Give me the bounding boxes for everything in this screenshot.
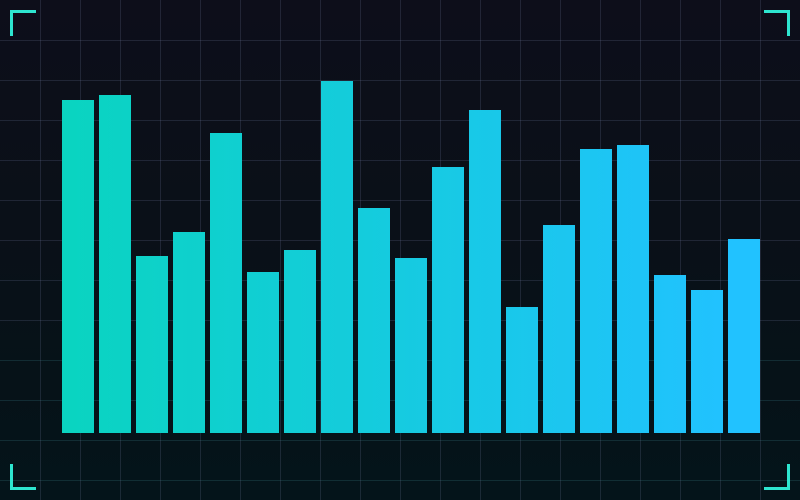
bar-5[interactable] [210, 133, 242, 433]
bar-12[interactable] [469, 110, 501, 433]
bar-16[interactable] [617, 145, 649, 433]
bar-2[interactable] [99, 95, 131, 433]
bar-11[interactable] [432, 167, 464, 433]
bar-1[interactable] [62, 100, 94, 433]
bar-15[interactable] [580, 149, 612, 433]
bar-13[interactable] [506, 307, 538, 433]
bar-14[interactable] [543, 225, 575, 433]
bar-19[interactable] [728, 239, 760, 433]
bar-8[interactable] [321, 81, 353, 433]
bar-3[interactable] [136, 256, 168, 433]
bar-9[interactable] [358, 208, 390, 433]
bar-7[interactable] [284, 250, 316, 433]
bar-10[interactable] [395, 258, 427, 433]
bar-17[interactable] [654, 275, 686, 433]
bar-4[interactable] [173, 232, 205, 433]
bar-18[interactable] [691, 290, 723, 433]
bar-6[interactable] [247, 272, 279, 433]
